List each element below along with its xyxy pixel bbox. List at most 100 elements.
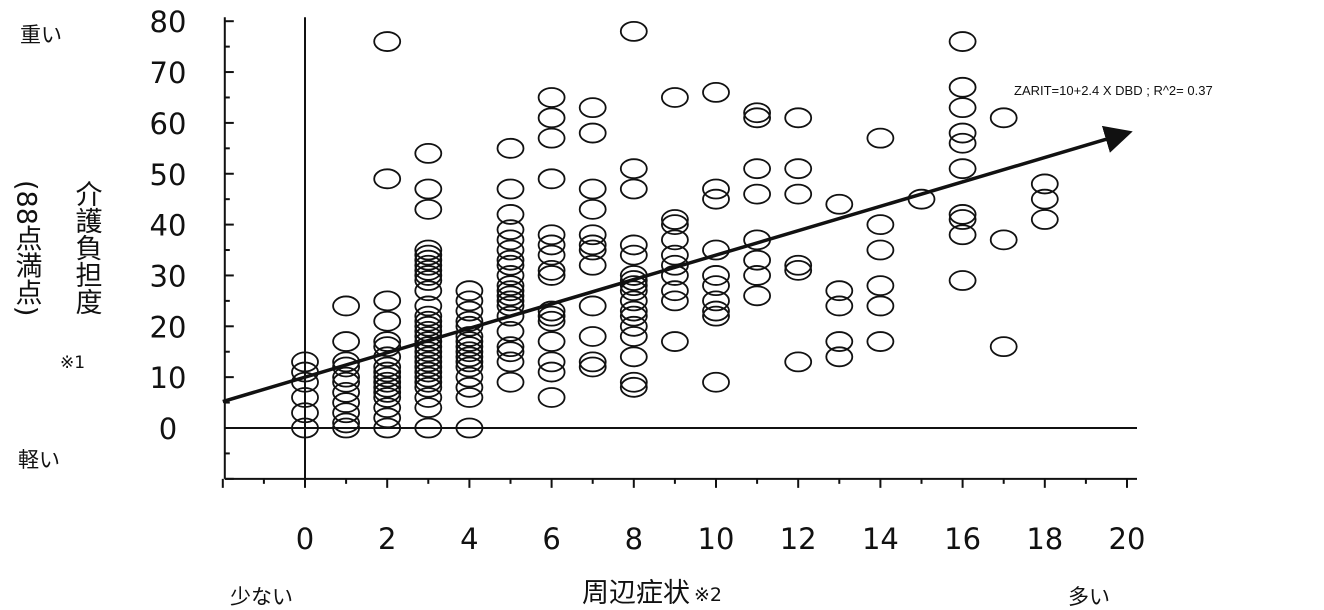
data-point — [948, 158, 977, 180]
data-point — [784, 254, 813, 276]
data-point — [743, 102, 771, 124]
data-point — [619, 315, 648, 337]
data-point — [414, 249, 443, 271]
data-point — [496, 137, 525, 159]
y-tick-label: 60 — [150, 107, 187, 141]
data-point — [414, 198, 443, 220]
data-point — [332, 371, 361, 393]
data-point — [414, 387, 443, 408]
data-point — [332, 382, 361, 403]
data-point — [496, 219, 525, 241]
data-point — [989, 107, 1018, 129]
data-point — [578, 326, 607, 347]
data-point — [537, 361, 566, 383]
data-point — [989, 229, 1018, 251]
x-tick-label: 6 — [542, 522, 560, 556]
data-point — [455, 376, 484, 398]
data-point — [455, 310, 484, 332]
data-point — [373, 376, 402, 398]
x-axis-title: 周辺症状 — [582, 578, 690, 609]
data-point — [414, 178, 443, 200]
data-point — [455, 356, 484, 378]
data-point — [578, 295, 607, 317]
data-point — [332, 295, 361, 317]
data-point — [414, 361, 443, 383]
data-point — [496, 320, 525, 342]
data-point — [455, 300, 484, 322]
data-point — [661, 331, 689, 352]
data-point — [373, 336, 402, 358]
data-point — [948, 224, 977, 246]
data-point — [373, 31, 402, 52]
data-point — [948, 209, 977, 230]
data-point — [496, 204, 525, 225]
x-tick-label: 2 — [378, 522, 396, 556]
data-point — [537, 305, 566, 327]
data-point — [784, 351, 813, 373]
data-point — [578, 254, 607, 276]
data-point — [455, 351, 484, 373]
data-point — [414, 371, 443, 393]
data-point — [702, 290, 730, 312]
data-point — [496, 249, 525, 271]
y-tick-label: 10 — [150, 361, 187, 395]
data-point — [414, 305, 443, 327]
data-point — [373, 168, 402, 190]
data-point — [455, 387, 484, 408]
data-point — [496, 280, 525, 302]
data-point — [537, 244, 566, 266]
data-point — [619, 158, 648, 180]
data-point — [578, 234, 607, 256]
data-point — [496, 371, 525, 393]
data-point — [291, 417, 319, 439]
data-point — [948, 97, 977, 119]
data-point — [496, 341, 525, 363]
data-point — [784, 183, 813, 205]
y-tick-label: 20 — [150, 310, 187, 344]
data-point — [702, 81, 730, 103]
data-point — [537, 351, 566, 373]
y-tick-label: 70 — [150, 56, 187, 90]
x-tick-label: 14 — [862, 522, 899, 556]
data-point — [661, 290, 689, 312]
data-point — [291, 351, 319, 373]
data-point — [866, 275, 895, 297]
data-point — [496, 239, 525, 261]
data-point — [373, 356, 402, 378]
data-point — [866, 331, 895, 352]
data-point — [414, 295, 443, 317]
data-point — [332, 402, 361, 424]
data-point — [373, 417, 402, 439]
data-point — [537, 168, 566, 190]
data-point — [825, 193, 854, 215]
data-point — [414, 366, 443, 388]
data-point — [989, 336, 1018, 358]
data-point — [414, 397, 443, 419]
x-tick-label: 4 — [460, 522, 478, 556]
data-point — [619, 371, 648, 393]
x-tick-label: 8 — [625, 522, 643, 556]
x-tick-label: 20 — [1109, 522, 1146, 556]
data-point — [702, 275, 730, 297]
data-point — [743, 265, 771, 286]
data-point — [578, 198, 607, 220]
data-point — [743, 158, 771, 180]
data-point — [578, 351, 607, 373]
data-point — [414, 376, 443, 398]
data-point — [332, 392, 361, 413]
data-point — [948, 76, 977, 98]
data-point — [825, 280, 854, 302]
data-point — [455, 315, 484, 337]
regression — [222, 125, 1133, 404]
data-point — [537, 259, 566, 281]
data-point — [291, 387, 319, 408]
data-point — [619, 326, 648, 347]
y-tick-label: 30 — [150, 259, 187, 293]
data-point — [743, 249, 771, 271]
data-point — [414, 254, 443, 276]
data-point — [948, 270, 977, 291]
data-point — [948, 204, 977, 225]
data-point — [866, 239, 895, 261]
data-point — [455, 366, 484, 388]
data-point — [332, 331, 361, 352]
